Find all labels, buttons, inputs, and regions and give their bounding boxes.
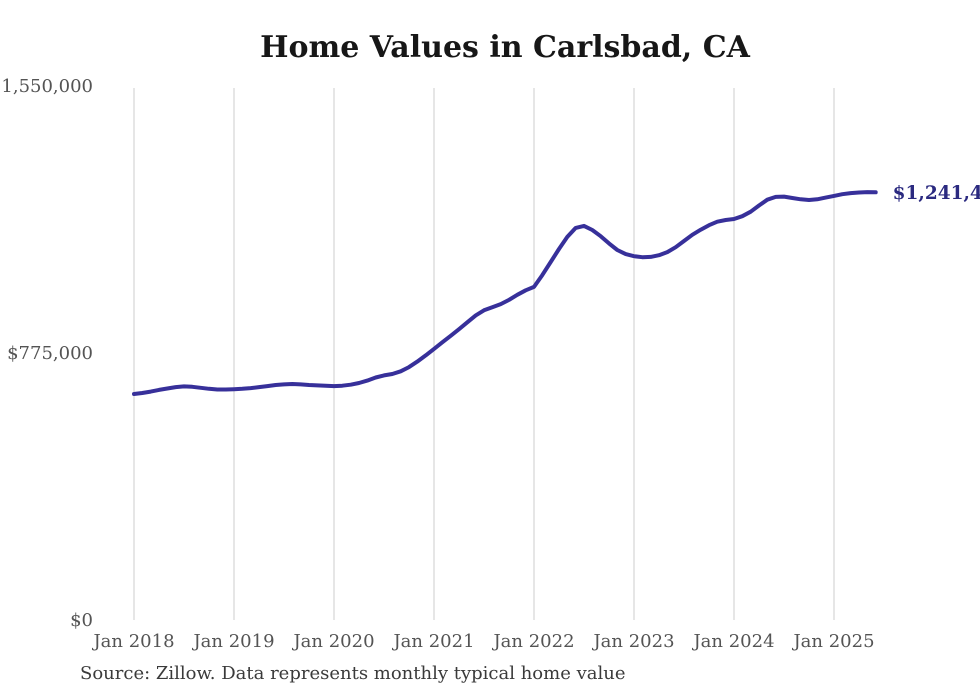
x-axis-tick-label: Jan 2018	[91, 631, 174, 652]
x-axis-tick-label: Jan 2023	[591, 631, 674, 652]
x-axis-tick-label: Jan 2021	[391, 631, 474, 652]
chart-title: Home Values in Carlsbad, CA	[260, 30, 750, 65]
x-axis-tick-label: Jan 2024	[691, 631, 774, 652]
y-axis-tick-label: $1,550,000	[0, 76, 93, 97]
x-axis-tick-label: Jan 2025	[791, 631, 874, 652]
home-value-series-line	[132, 190, 878, 396]
x-axis-tick-label: Jan 2020	[291, 631, 374, 652]
y-axis-tick-label: $0	[70, 610, 93, 631]
y-axis-tick-label: $775,000	[7, 343, 93, 364]
x-axis-tick-label: Jan 2022	[491, 631, 574, 652]
latest-value-label: $1,241,498	[893, 183, 980, 204]
x-axis-tick-label: Jan 2019	[191, 631, 274, 652]
source-note: Source: Zillow. Data represents monthly …	[80, 663, 626, 684]
